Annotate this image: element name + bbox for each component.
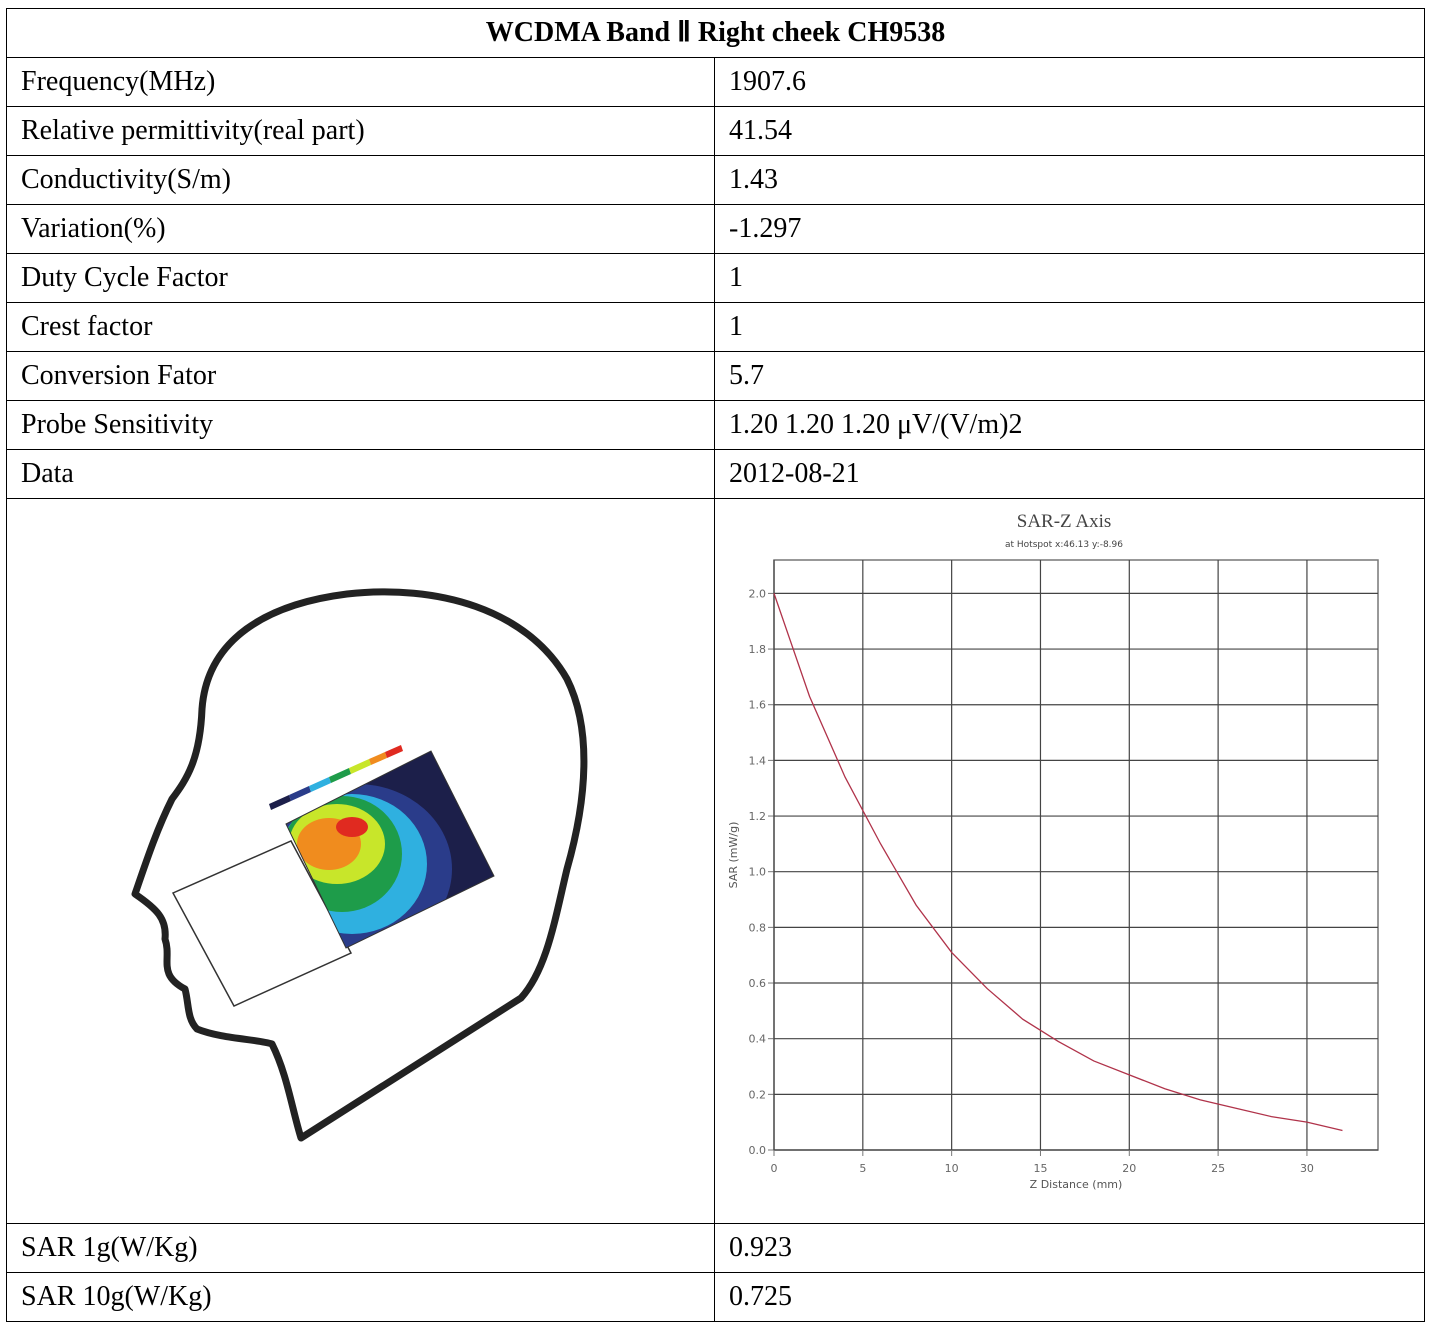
label-cell: SAR 1g(W/Kg) xyxy=(6,1223,715,1273)
y-tick-label: 1.6 xyxy=(749,699,767,712)
table-row: Duty Cycle Factor 1 xyxy=(6,253,1426,303)
y-tick-label: 0.2 xyxy=(749,1088,767,1101)
label-cell: SAR 10g(W/Kg) xyxy=(6,1272,715,1322)
x-axis-label: Z Distance (mm) xyxy=(1030,1178,1123,1191)
value-cell: 2012-08-21 xyxy=(713,449,1426,499)
value-cell: 1907.6 xyxy=(713,57,1426,107)
y-tick-label: 0.0 xyxy=(749,1144,767,1157)
y-tick-label: 1.2 xyxy=(749,810,767,823)
label-cell: Conversion Fator xyxy=(6,351,715,401)
table-row: Data 2012-08-21 xyxy=(6,449,1426,499)
x-tick-label: 20 xyxy=(1122,1162,1136,1175)
y-tick-label: 2.0 xyxy=(749,587,767,600)
x-tick-label: 5 xyxy=(859,1162,866,1175)
label-cell: Probe Sensitivity xyxy=(6,400,715,450)
label-cell: Conductivity(S/m) xyxy=(6,155,715,205)
table-row: SAR 1g(W/Kg) 0.923 xyxy=(6,1223,1426,1273)
y-tick-label: 1.0 xyxy=(749,866,767,879)
table-row: Frequency(MHz) 1907.6 xyxy=(6,57,1426,107)
y-axis-label: SAR (mW/g) xyxy=(727,822,740,889)
value-cell: 1.43 xyxy=(713,155,1426,205)
data-line xyxy=(773,593,1343,1132)
x-tick-label: 10 xyxy=(945,1162,959,1175)
head-image-cell xyxy=(6,498,715,1224)
x-tick-label: 30 xyxy=(1300,1162,1314,1175)
value-cell: 0.923 xyxy=(713,1223,1426,1273)
value-cell: 0.725 xyxy=(713,1272,1426,1322)
value-cell: 5.7 xyxy=(713,351,1426,401)
table-row: Probe Sensitivity 1.20 1.20 1.20 μV/(V/m)… xyxy=(6,400,1426,450)
label-cell: Relative permittivity(real part) xyxy=(6,106,715,156)
y-tick-label: 0.6 xyxy=(749,977,767,990)
y-tick-label: 1.8 xyxy=(749,643,767,656)
label-cell: Variation(%) xyxy=(6,204,715,254)
head-outline xyxy=(131,588,588,1142)
colorbar xyxy=(269,745,403,810)
phone-outline xyxy=(171,840,353,1007)
table-row: Crest factor 1 xyxy=(6,302,1426,352)
chart-cell: SAR-Z Axis at Hotspot x:46.13 y:-8.96 0.0 0… xyxy=(713,498,1426,1224)
label-cell: Crest factor xyxy=(6,302,715,352)
value-cell: -1.297 xyxy=(713,204,1426,254)
value-cell: 41.54 xyxy=(713,106,1426,156)
head-illustration xyxy=(131,588,588,1142)
label-cell: Frequency(MHz) xyxy=(6,57,715,107)
sar-heatmap xyxy=(286,751,494,948)
table-row: Conductivity(S/m) 1.43 xyxy=(6,155,1426,205)
y-tick-label: 0.8 xyxy=(749,921,767,934)
y-tick-label: 0.4 xyxy=(749,1033,767,1046)
chart: SAR-Z Axis at Hotspot x:46.13 y:-8.96 0.0 0… xyxy=(727,511,1379,1191)
value-cell: 1 xyxy=(713,253,1426,303)
table-row: Relative permittivity(real part) 41.54 xyxy=(6,106,1426,156)
y-tick-label: 1.4 xyxy=(749,754,767,767)
x-tick-label: 25 xyxy=(1211,1162,1225,1175)
sar-table: WCDMA Band Ⅱ Right cheek CH9538 Frequenc… xyxy=(5,8,1426,1322)
table-title: WCDMA Band Ⅱ Right cheek CH9538 xyxy=(5,8,1426,58)
label-cell: Duty Cycle Factor xyxy=(6,253,715,303)
label-cell: Data xyxy=(6,449,715,499)
image-row: SAR-Z Axis at Hotspot x:46.13 y:-8.96 0.0 0… xyxy=(6,498,1426,1224)
chart-subtitle: at Hotspot x:46.13 y:-8.96 xyxy=(1005,540,1123,550)
table-row: Variation(%) -1.297 xyxy=(6,204,1426,254)
table-row: Conversion Fator 5.7 xyxy=(6,351,1426,401)
table-row: SAR 10g(W/Kg) 0.725 xyxy=(6,1272,1426,1322)
value-cell: 1.20 1.20 1.20 μV/(V/m)2 xyxy=(713,400,1426,450)
chart-title: SAR-Z Axis xyxy=(1017,511,1112,532)
value-cell: 1 xyxy=(713,302,1426,352)
x-tick-label: 15 xyxy=(1033,1162,1047,1175)
x-tick-label: 0 xyxy=(771,1162,778,1175)
title-row: WCDMA Band Ⅱ Right cheek CH9538 xyxy=(5,8,1426,58)
